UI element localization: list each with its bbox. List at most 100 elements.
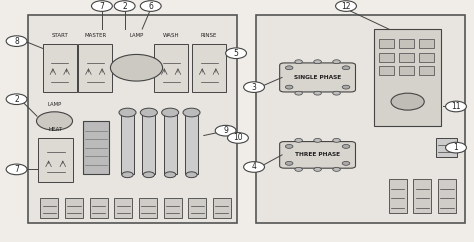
Circle shape: [295, 91, 302, 95]
Text: 8: 8: [14, 37, 19, 46]
Circle shape: [143, 172, 155, 178]
Circle shape: [446, 101, 466, 112]
Text: 2: 2: [122, 1, 127, 11]
FancyBboxPatch shape: [28, 15, 237, 223]
FancyBboxPatch shape: [139, 198, 157, 218]
Text: SINGLE PHASE: SINGLE PHASE: [294, 75, 341, 80]
Text: 11: 11: [451, 102, 461, 111]
Circle shape: [333, 167, 340, 171]
FancyBboxPatch shape: [399, 39, 414, 48]
FancyBboxPatch shape: [419, 39, 434, 48]
FancyBboxPatch shape: [280, 142, 356, 168]
FancyBboxPatch shape: [256, 15, 465, 223]
FancyBboxPatch shape: [114, 198, 132, 218]
Circle shape: [295, 60, 302, 64]
FancyBboxPatch shape: [90, 198, 108, 218]
FancyBboxPatch shape: [399, 53, 414, 62]
Circle shape: [226, 48, 246, 59]
Circle shape: [314, 60, 321, 64]
Text: 1: 1: [454, 143, 458, 152]
Circle shape: [6, 94, 27, 105]
FancyBboxPatch shape: [38, 138, 73, 182]
FancyBboxPatch shape: [436, 138, 457, 157]
Circle shape: [183, 108, 200, 117]
FancyBboxPatch shape: [83, 121, 109, 174]
FancyBboxPatch shape: [121, 114, 134, 174]
Circle shape: [6, 164, 27, 175]
FancyBboxPatch shape: [43, 44, 77, 92]
FancyBboxPatch shape: [213, 198, 231, 218]
Circle shape: [36, 112, 73, 130]
FancyBboxPatch shape: [379, 53, 394, 62]
Circle shape: [314, 91, 321, 95]
Circle shape: [244, 162, 264, 172]
Circle shape: [333, 138, 340, 142]
Circle shape: [285, 161, 293, 165]
FancyBboxPatch shape: [379, 39, 394, 48]
Circle shape: [333, 91, 340, 95]
Text: 12: 12: [341, 1, 351, 11]
Circle shape: [122, 172, 133, 178]
FancyBboxPatch shape: [164, 198, 182, 218]
FancyBboxPatch shape: [164, 114, 177, 174]
Text: MASTER: MASTER: [84, 32, 106, 38]
Text: 2: 2: [14, 95, 19, 104]
Text: RINSE: RINSE: [201, 32, 217, 38]
Circle shape: [228, 133, 248, 143]
Circle shape: [140, 1, 161, 11]
FancyBboxPatch shape: [65, 198, 83, 218]
FancyBboxPatch shape: [142, 114, 155, 174]
Text: 7: 7: [14, 165, 19, 174]
FancyBboxPatch shape: [419, 53, 434, 62]
Circle shape: [333, 60, 340, 64]
Circle shape: [186, 172, 197, 178]
Circle shape: [285, 66, 293, 70]
Circle shape: [110, 54, 163, 81]
FancyBboxPatch shape: [40, 198, 58, 218]
Text: 10: 10: [233, 133, 243, 143]
FancyBboxPatch shape: [399, 66, 414, 75]
Text: 9: 9: [223, 126, 228, 135]
Circle shape: [285, 85, 293, 89]
FancyBboxPatch shape: [78, 44, 112, 92]
FancyBboxPatch shape: [188, 198, 206, 218]
Circle shape: [91, 1, 112, 11]
Circle shape: [6, 36, 27, 46]
Text: 7: 7: [100, 1, 104, 11]
Circle shape: [342, 144, 350, 148]
Circle shape: [215, 125, 236, 136]
FancyBboxPatch shape: [419, 66, 434, 75]
Circle shape: [295, 138, 302, 142]
Text: HEAT: HEAT: [49, 127, 63, 132]
FancyBboxPatch shape: [280, 63, 356, 92]
Text: 3: 3: [252, 83, 256, 92]
Text: 5: 5: [234, 49, 238, 58]
Text: 6: 6: [148, 1, 153, 11]
Text: WASH: WASH: [163, 32, 180, 38]
FancyBboxPatch shape: [413, 179, 431, 213]
FancyBboxPatch shape: [374, 29, 441, 126]
Circle shape: [314, 138, 321, 142]
Circle shape: [342, 66, 350, 70]
FancyBboxPatch shape: [438, 179, 456, 213]
Circle shape: [164, 172, 176, 178]
Text: LAMP: LAMP: [47, 102, 62, 107]
Circle shape: [162, 108, 179, 117]
Circle shape: [446, 142, 466, 153]
Circle shape: [314, 167, 321, 171]
Circle shape: [336, 1, 356, 11]
FancyBboxPatch shape: [185, 114, 198, 174]
Circle shape: [285, 144, 293, 148]
Circle shape: [342, 85, 350, 89]
Circle shape: [140, 108, 157, 117]
Text: THREE PHASE: THREE PHASE: [295, 152, 340, 157]
Text: 4: 4: [252, 162, 256, 172]
Text: START: START: [51, 32, 68, 38]
FancyBboxPatch shape: [389, 179, 407, 213]
Circle shape: [119, 108, 136, 117]
FancyBboxPatch shape: [154, 44, 188, 92]
FancyBboxPatch shape: [192, 44, 226, 92]
Circle shape: [391, 93, 424, 110]
Circle shape: [342, 161, 350, 165]
FancyBboxPatch shape: [379, 66, 394, 75]
